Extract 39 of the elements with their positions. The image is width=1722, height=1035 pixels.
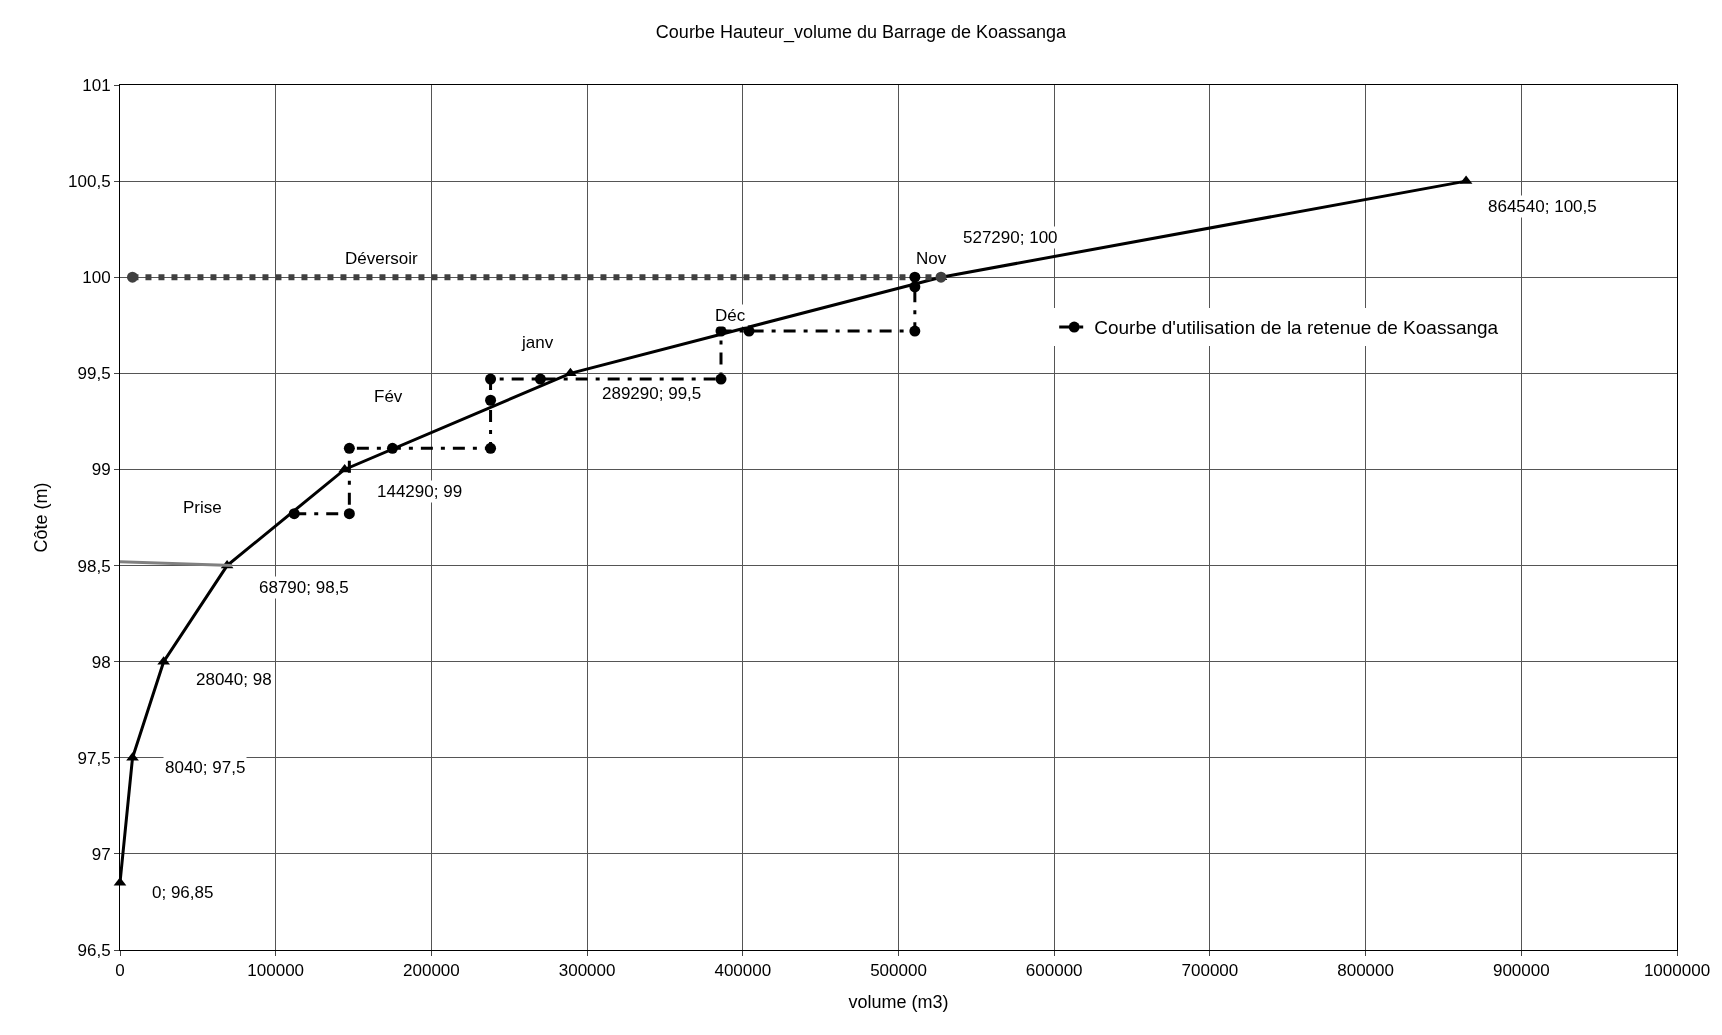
data-label: 864540; 100,5: [1488, 197, 1597, 216]
x-tick-label: 400000: [714, 961, 772, 981]
chart-title: Courbe Hauteur_volume du Barrage de Koassanga: [655, 22, 1068, 44]
y-tick-label: 101: [82, 75, 111, 95]
x-tick-label: 600000: [1025, 961, 1083, 981]
annotation: Déversoir: [345, 249, 419, 268]
data-label: 289290; 99,5: [602, 384, 702, 403]
x-tick-label: 700000: [1181, 961, 1239, 981]
x-tick-label: 1000000: [1643, 961, 1711, 981]
legend-label: Courbe d'utilisation de la retenue de Koassanga: [1094, 317, 1499, 339]
x-tick-label: 900000: [1492, 961, 1550, 981]
data-label: 28040; 98: [196, 670, 272, 689]
annotation: janv: [521, 333, 554, 352]
x-axis-title: volume (m3): [848, 991, 949, 1012]
y-tick-label: 99: [91, 460, 111, 480]
y-tick-label: 97,5: [77, 748, 111, 768]
y-tick-label: 98,5: [77, 556, 111, 576]
y-tick-label: 98: [91, 652, 111, 672]
annotation: Déc: [715, 306, 746, 325]
x-tick-label: 0: [115, 961, 125, 981]
data-label: 527290; 100: [963, 228, 1058, 247]
x-tick-label: 100000: [247, 961, 305, 981]
x-tick-label: 800000: [1337, 961, 1394, 981]
y-tick-label: 97: [91, 844, 111, 864]
annotation: Nov: [916, 249, 947, 268]
y-tick-label: 100,5: [68, 172, 111, 192]
x-tick-label: 200000: [403, 961, 460, 981]
x-tick-label: 500000: [870, 961, 927, 981]
data-label: 144290; 99: [377, 482, 463, 501]
y-axis-title: Côte (m): [31, 482, 52, 553]
y-tick-label: 96,5: [77, 940, 111, 960]
data-label: 0; 96,85: [152, 883, 214, 902]
data-label: 8040; 97,5: [165, 758, 246, 777]
data-label: 68790; 98,5: [259, 578, 349, 597]
y-tick-label: 100: [82, 268, 111, 288]
annotation: Fév: [374, 387, 403, 406]
y-tick-label: 99,5: [77, 364, 111, 384]
annotation: Prise: [183, 498, 222, 517]
x-tick-label: 300000: [558, 961, 616, 981]
